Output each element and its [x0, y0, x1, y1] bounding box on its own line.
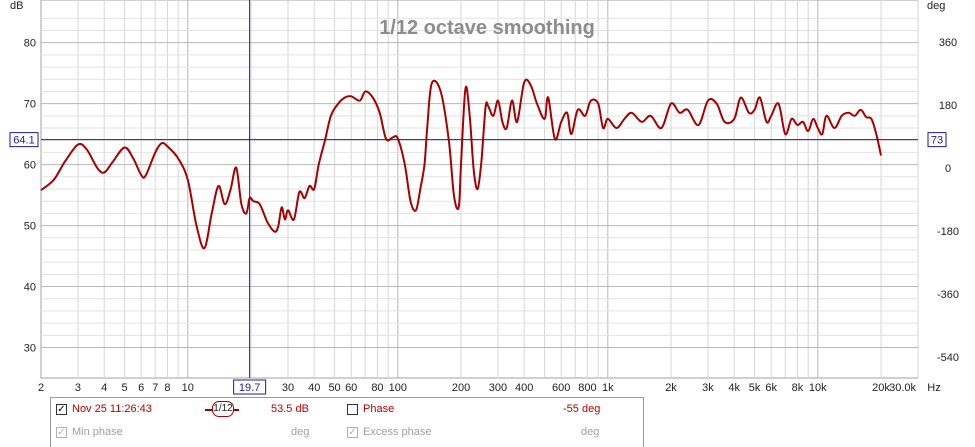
x-tick-label: 5k	[749, 382, 761, 394]
grid-lines	[41, 0, 919, 378]
x-tick-label: 5	[122, 382, 128, 394]
y-tick-label-right: -360	[937, 289, 959, 301]
x-tick-label: 400	[515, 382, 533, 394]
x-tick-label: 6k	[765, 382, 777, 394]
cursor-y-label: 64.1	[13, 135, 34, 147]
y-tick-label-left: 60	[24, 160, 36, 172]
x-tick-label: 4k	[728, 382, 740, 394]
chart-title: 1/12 octave smoothing	[379, 17, 595, 39]
x-axis-ticks: 2345678102030405060801002003004006008001…	[38, 382, 917, 394]
y-axis-ticks: 30 40 50 60 70 80 -540 -360 -180 0 180 360	[24, 37, 959, 364]
x-tick-label: 3	[75, 382, 81, 394]
x-tick-label: 2	[38, 382, 44, 394]
x-tick-label: 30	[282, 382, 294, 394]
x-tick-label: 80	[371, 382, 383, 394]
series-layer	[40, 78, 882, 250]
cursor-x-label: 19.7	[239, 382, 260, 394]
x-axis-unit: Hz	[927, 382, 940, 394]
excess-phase-unit: deg	[581, 426, 600, 438]
excess-phase-label[interactable]: Excess phase	[363, 426, 432, 438]
x-tick-label: 200	[452, 382, 470, 394]
cursor-x-label-box	[233, 379, 267, 395]
y-tick-label-left: 50	[24, 221, 36, 233]
y-tick-label-left: 80	[24, 38, 36, 50]
x-tick-label: 20k	[872, 382, 890, 394]
measurement-name[interactable]: Nov 25 11:26:43	[72, 403, 152, 415]
x-tick-label: 6	[138, 382, 144, 394]
x-tick-label: 7	[152, 382, 158, 394]
x-tick-label: 300	[489, 382, 507, 394]
phase-checkbox[interactable]	[347, 404, 358, 415]
smoothing-badge[interactable]: 1/12	[212, 401, 234, 417]
cursor-right-label: 73	[931, 135, 943, 147]
x-tick-label: 800	[578, 382, 596, 394]
excess-phase-checkbox[interactable]: ✓	[347, 427, 358, 438]
phase-label[interactable]: Phase	[363, 403, 395, 415]
y-tick-label-right: 360	[939, 37, 957, 49]
y-axis-label-right: deg	[927, 0, 945, 12]
min-phase-unit: deg	[291, 426, 310, 438]
measurement-checkbox[interactable]: ✓	[56, 404, 67, 415]
y-tick-label-right: 180	[939, 100, 957, 112]
x-tick-label: 2k	[665, 382, 677, 394]
min-phase-label[interactable]: Min phase	[72, 426, 123, 438]
cursor-value: 53.5 dB	[271, 403, 309, 415]
y-tick-label-right: -540	[937, 352, 959, 364]
cursor-y-label-box	[9, 132, 39, 148]
legend-panel: ✓ Nov 25 11:26:43 1/12 53.5 dB Phase -55…	[50, 397, 644, 447]
x-tick-label: 4	[101, 382, 107, 394]
x-tick-label: 50	[328, 382, 340, 394]
min-phase-checkbox[interactable]: ✓	[56, 427, 67, 438]
y-tick-label-right: 0	[945, 163, 951, 175]
cursor-right-label-box	[927, 132, 947, 148]
x-tick-label: 40	[308, 382, 320, 394]
x-tick-label: 10k	[809, 382, 827, 394]
x-tick-label: 8k	[792, 382, 804, 394]
y-axis-label-left: dB	[10, 0, 23, 12]
y-tick-label-left: 70	[24, 99, 36, 111]
phase-value: -55 deg	[563, 403, 601, 415]
series-line[interactable]	[40, 78, 882, 250]
x-tick-label: 100	[389, 382, 407, 394]
x-tick-label: 30.0k	[889, 382, 916, 394]
x-tick-label: 8	[164, 382, 170, 394]
y-tick-label-left: 40	[24, 282, 36, 294]
x-tick-label: 3k	[702, 382, 714, 394]
y-tick-label-left: 30	[24, 343, 36, 355]
x-tick-label: 10	[182, 382, 194, 394]
y-tick-label-right: -180	[937, 226, 959, 238]
x-tick-label: 600	[552, 382, 570, 394]
x-tick-label: 1k	[602, 382, 614, 394]
x-tick-label: 60	[345, 382, 357, 394]
